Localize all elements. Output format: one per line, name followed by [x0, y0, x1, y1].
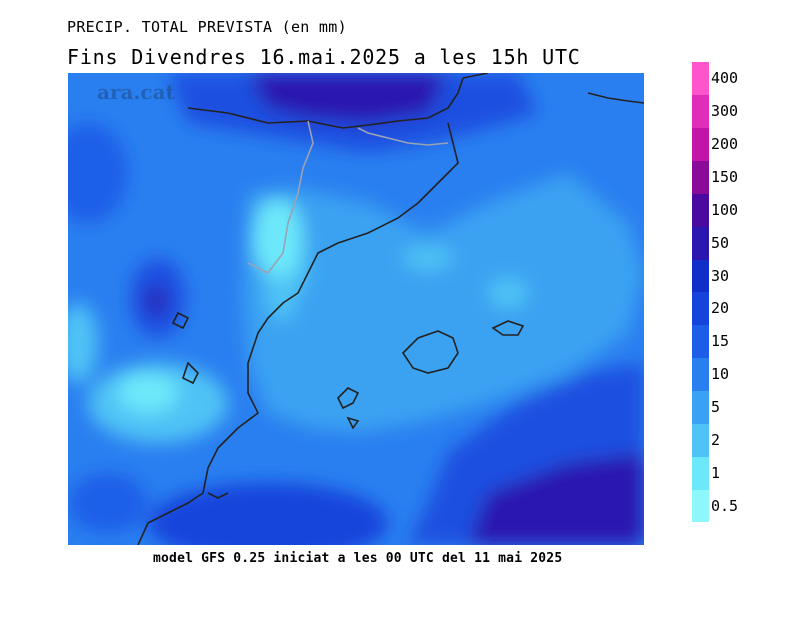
colorbar-label: 30: [711, 266, 730, 285]
colorbar-label: 300: [711, 102, 739, 121]
colorbar-label: 150: [711, 168, 739, 186]
colorbar-label: 1: [711, 463, 721, 482]
precipitation-map: [68, 73, 644, 545]
colorbar-label: 20: [711, 299, 730, 318]
colorbar-segment: [692, 423, 709, 457]
colorbar-segment: [692, 489, 709, 523]
colorbar-segment: [692, 94, 709, 129]
colorbar-segment: [692, 456, 709, 490]
map-subtitle: Fins Divendres 16.mai.2025 a les 15h UTC: [67, 45, 581, 69]
colorbar-label: 15: [711, 332, 730, 351]
colorbar-label: 200: [711, 135, 739, 154]
colorbar-segment: [692, 357, 709, 392]
colorbar-segment: [692, 127, 709, 162]
colorbar-label: 50: [711, 233, 730, 252]
colorbar-label: 10: [711, 365, 730, 384]
map-title: PRECIP. TOTAL PREVISTA (en mm): [67, 18, 347, 36]
model-footer: model GFS 0.25 iniciat a les 00 UTC del …: [153, 551, 563, 566]
colorbar-label: 2: [711, 430, 721, 449]
colorbar-segment: [692, 160, 709, 194]
colorbar-segment: [692, 259, 709, 293]
colorbar-segment: [692, 324, 709, 359]
watermark-logo: ara.cat: [97, 80, 175, 104]
colorbar-label: 100: [711, 200, 739, 219]
colorbar-segment: [692, 292, 709, 326]
colorbar-segment: [692, 226, 709, 260]
colorbar-segment: [692, 62, 709, 96]
colorbar-segment: [692, 390, 709, 424]
coastline: [137, 73, 644, 545]
precip-field: [68, 73, 644, 545]
borders: [247, 120, 449, 275]
precip-colorbar: [692, 62, 709, 523]
colorbar-segment: [692, 193, 709, 227]
colorbar-label: 400: [711, 69, 739, 88]
colorbar-label: 5: [711, 398, 721, 416]
colorbar-label: 0.5: [711, 496, 739, 515]
